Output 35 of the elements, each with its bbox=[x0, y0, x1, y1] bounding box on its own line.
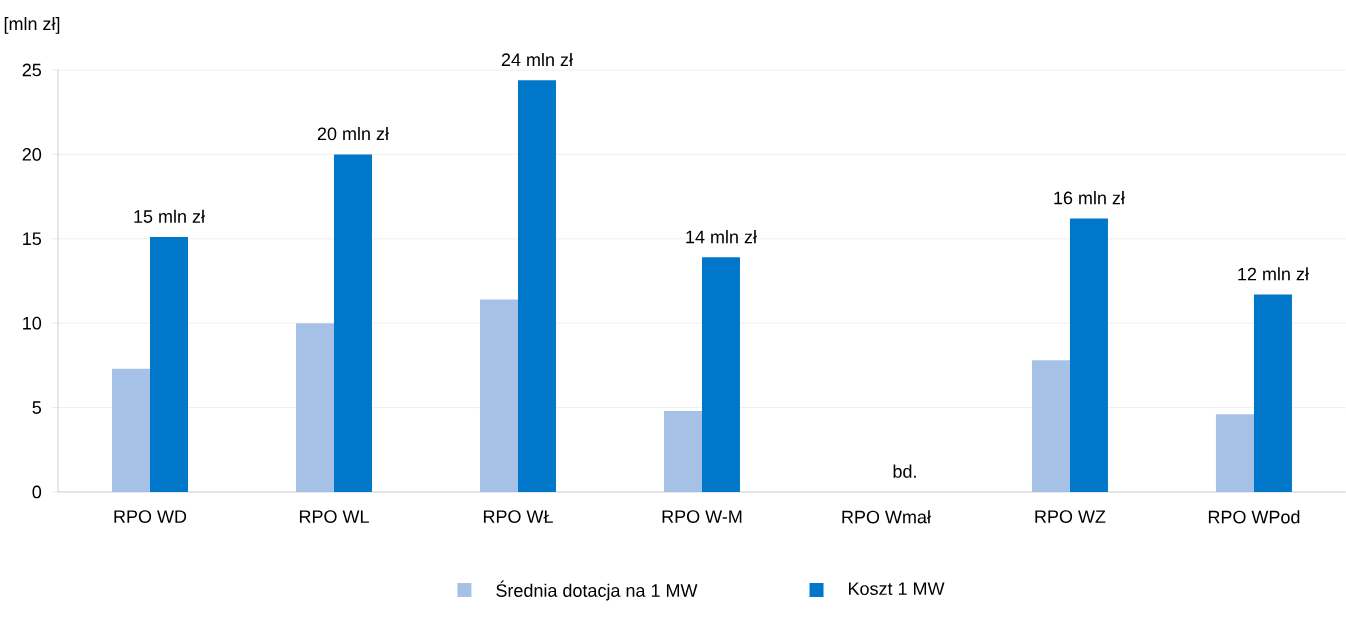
bar bbox=[333, 154, 372, 492]
bar bbox=[701, 257, 740, 492]
data-label: 12 mln zł bbox=[1238, 267, 1309, 281]
x-tick-label: RPO WD bbox=[114, 510, 187, 523]
bar bbox=[112, 368, 150, 492]
y-tick-label: 10 bbox=[23, 316, 42, 330]
y-tick-label: 5 bbox=[32, 401, 42, 414]
data-label: 14 mln zł bbox=[686, 230, 757, 244]
y-tick-label: 0 bbox=[32, 485, 42, 499]
bar bbox=[295, 323, 334, 492]
y-tick-label: 15 bbox=[23, 232, 42, 246]
data-label: 15 mln zł bbox=[134, 209, 205, 223]
bar bbox=[1031, 360, 1070, 492]
data-label: 24 mln zł bbox=[501, 52, 573, 66]
bar bbox=[150, 237, 188, 492]
x-tick-label: RPO Wmał bbox=[842, 510, 931, 524]
legend-label: Średnia dotacja na 1 MW bbox=[496, 580, 698, 601]
bar bbox=[479, 299, 518, 492]
bar bbox=[1069, 218, 1108, 492]
x-tick-label: RPO W-M bbox=[662, 510, 742, 523]
y-tick-label: 25 bbox=[22, 63, 42, 77]
data-label: 20 mln zł bbox=[317, 126, 389, 141]
x-tick-label: RPO WPod bbox=[1208, 510, 1300, 524]
data-label: 16 mln zł bbox=[1054, 191, 1125, 205]
bar bbox=[1253, 294, 1292, 492]
y-axis-title: [mln zł] bbox=[4, 17, 60, 34]
y-tick-label: 20 bbox=[22, 148, 42, 161]
bar bbox=[517, 80, 556, 492]
text: bd. bbox=[893, 464, 916, 478]
x-tick-label: RPO WŁ bbox=[483, 510, 553, 523]
x-tick-label: RPO WL bbox=[299, 510, 369, 523]
legend-label: Koszt 1 MW bbox=[848, 582, 945, 596]
bar bbox=[663, 410, 702, 492]
x-tick-label: RPO WZ bbox=[1035, 510, 1106, 523]
bar bbox=[1215, 414, 1254, 492]
